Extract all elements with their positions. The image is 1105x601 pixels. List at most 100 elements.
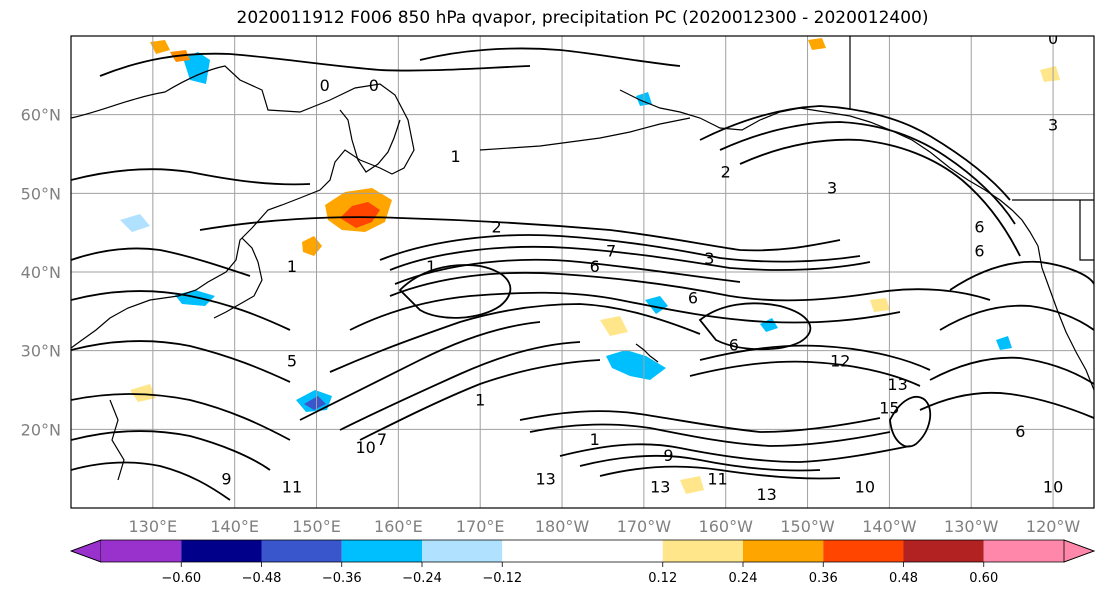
- contour-label: 6: [1015, 422, 1025, 441]
- coastline-na-west: [1037, 245, 1094, 391]
- contour-label: 0: [369, 76, 379, 95]
- contour-13: [559, 443, 911, 463]
- contour-loop-2: [698, 302, 812, 351]
- contour-label: 12: [830, 351, 850, 370]
- lon-tick-label: 170°E: [456, 517, 505, 536]
- contour-label: 10: [855, 477, 875, 496]
- lon-tick-label: 130°E: [129, 517, 178, 536]
- coastline-philippines: [109, 399, 125, 481]
- contour-label: 10: [355, 438, 375, 457]
- qvapor-contours: [71, 47, 1094, 501]
- shade-strong-region: [340, 202, 380, 228]
- map-title: 2020011912 F006 850 hPa qvapor, precipit…: [236, 8, 929, 28]
- colorbar-extend-high: [1063, 539, 1096, 563]
- shade-negative-region: [606, 350, 666, 380]
- colorbar-tick-label: −0.24: [402, 571, 442, 586]
- contour-label: 13: [650, 477, 670, 496]
- contour-label: 3: [704, 249, 714, 268]
- colorbar-tick-label: −0.60: [161, 571, 201, 586]
- colorbar-segment: [101, 540, 182, 562]
- shade-positive-region: [996, 336, 1012, 350]
- contour-label: 13: [887, 375, 907, 394]
- coastline-aleutians: [479, 117, 691, 151]
- colorbar-tick-label: 0.36: [809, 571, 838, 586]
- contour-8: [299, 321, 541, 421]
- contour-3b: [389, 245, 871, 271]
- coastline-kamchatka: [339, 109, 401, 173]
- contour-west-2: [71, 290, 291, 331]
- shade-positive-region: [150, 40, 170, 54]
- contour-label: 1: [426, 257, 436, 276]
- contour-13b: [689, 360, 921, 387]
- lat-tick-label: 30°N: [21, 342, 61, 361]
- shade-light-region: [1040, 66, 1060, 82]
- contour-label: 6: [974, 218, 984, 237]
- contour-north-1: [99, 52, 531, 77]
- colorbar-segment: [261, 540, 342, 562]
- colorbar-segment: [181, 540, 262, 562]
- contour-label: 2: [491, 218, 501, 237]
- coastline-asia: [71, 65, 415, 349]
- shade-negative-region: [304, 396, 326, 410]
- contour-label: 7: [606, 241, 616, 260]
- contour-15: [599, 465, 841, 480]
- lon-tick-label: 160°E: [374, 517, 423, 536]
- contour-9: [339, 341, 581, 431]
- contour-label: 0: [320, 76, 330, 95]
- colorbar-outline: [70, 539, 1096, 563]
- contour-alaska-1: [699, 105, 1011, 201]
- contour-label: 3: [1048, 115, 1058, 134]
- colorbar-segment: [743, 540, 824, 562]
- lon-tick-label: 170°W: [617, 517, 672, 536]
- lon-tick-label: 130°W: [944, 517, 999, 536]
- contour-west-4: [71, 393, 291, 441]
- colorbar-segment: [823, 540, 904, 562]
- colorbar-segment: [422, 540, 503, 562]
- lon-tick-label: 160°W: [699, 517, 754, 536]
- contour-label: 10: [1043, 477, 1063, 496]
- shade-light-region: [680, 476, 704, 494]
- contour-label: 6: [688, 288, 698, 307]
- lon-tick-label: 120°W: [1026, 517, 1081, 536]
- coastline-japan: [213, 237, 263, 319]
- contour-label: 2: [721, 163, 731, 182]
- precipitation-shading: [120, 38, 1060, 494]
- contour-label: 9: [221, 469, 231, 488]
- contour-11: [519, 410, 881, 433]
- colorbar-tick-label: 0.24: [729, 571, 758, 586]
- colorbar-segment: [341, 540, 422, 562]
- colorbar-tick-label: −0.12: [482, 571, 522, 586]
- contour-label: 1: [590, 430, 600, 449]
- contour-east-2: [939, 304, 1094, 331]
- coastline-hawaii: [635, 343, 659, 363]
- contour-label: 6: [729, 336, 739, 355]
- colorbar-segment: [903, 540, 984, 562]
- contour-label: 7: [377, 430, 387, 449]
- shade-light-region: [808, 38, 826, 50]
- lon-tick-label: 140°W: [862, 517, 917, 536]
- contour-3: [379, 234, 861, 263]
- shade-light-region: [600, 316, 628, 336]
- colorbar-tick-label: 0.12: [648, 571, 677, 586]
- lat-tick-label: 50°N: [21, 184, 61, 203]
- lat-tick-label: 40°N: [21, 263, 61, 282]
- colorbar-segment: [502, 540, 663, 562]
- contour-label: 0: [1048, 29, 1058, 48]
- shade-light-region: [120, 214, 150, 232]
- contour-label: 3: [827, 178, 837, 197]
- shade-light-region: [130, 384, 156, 402]
- contour-12: [529, 423, 891, 447]
- colorbar-tick-label: 0.48: [889, 571, 918, 586]
- lon-tick-label: 180°W: [535, 517, 590, 536]
- longitude-tick-labels: 130°E 140°E 150°E 160°E 170°E 180°W 170°W 160°W…: [129, 517, 1081, 536]
- colorbar: −0.60 −0.48 −0.36 −0.24 −0.12 0.12 0.24 0.36 0.4…: [69, 539, 1096, 586]
- shade-light-region: [870, 298, 890, 312]
- contour-label: 6: [974, 241, 984, 260]
- contour-west-6: [71, 461, 231, 501]
- latitude-tick-labels: 60°N 50°N 40°N 30°N 20°N: [21, 106, 61, 440]
- contour-west-3: [71, 340, 291, 383]
- contour-7: [329, 303, 701, 373]
- contour-2: [199, 216, 841, 252]
